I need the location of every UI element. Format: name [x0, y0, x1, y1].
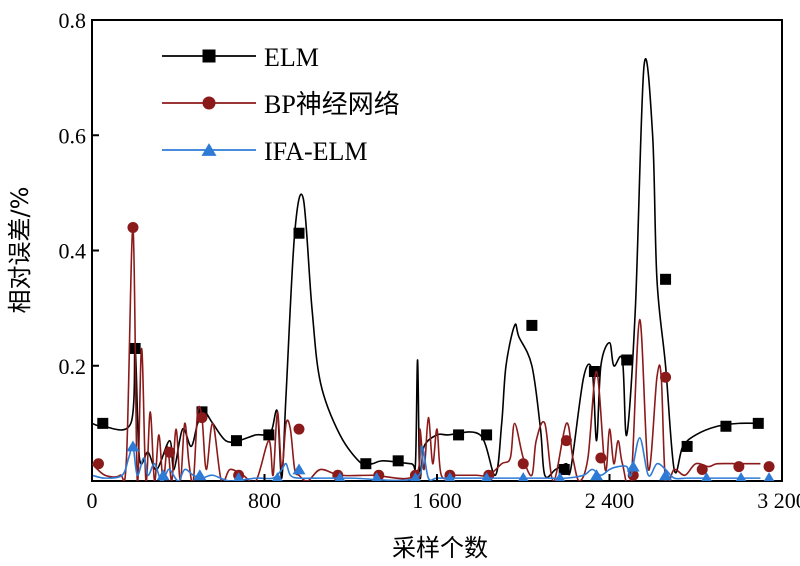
data-point-bp — [595, 452, 607, 464]
series-line-bp — [92, 226, 761, 481]
data-point-elm — [621, 354, 633, 366]
data-point-elm — [263, 429, 275, 441]
data-point-elm — [196, 406, 208, 418]
legend: ELM BP神经网络 IFA-ELM — [162, 43, 400, 166]
data-point-ifa-elm — [481, 472, 492, 481]
data-point-elm — [481, 429, 493, 441]
x-axis: 0 800 1 600 2 400 3 200 — [87, 474, 800, 513]
y-tick-label: 0.2 — [59, 354, 87, 379]
data-point-ifa-elm — [272, 472, 283, 481]
data-point-elm — [453, 429, 465, 441]
data-point-ifa-elm — [590, 469, 604, 481]
data-point-elm — [230, 435, 242, 447]
data-point-bp — [92, 458, 104, 470]
data-point-ifa-elm — [292, 463, 306, 475]
data-point-elm — [558, 463, 570, 475]
x-axis-title: 采样个数 — [392, 534, 488, 562]
data-point-ifa-elm — [193, 469, 207, 481]
data-point-elm — [360, 458, 372, 470]
data-point-ifa-elm — [517, 472, 529, 481]
data-point-ifa-elm — [735, 472, 747, 481]
series-line-elm — [92, 57, 761, 480]
y-axis: 0.2 0.4 0.6 0.8 — [59, 8, 99, 379]
data-point-ifa-elm — [659, 469, 673, 481]
data-point-ifa-elm — [763, 472, 775, 481]
data-point-bp — [660, 371, 672, 383]
plot-area — [91, 19, 783, 482]
data-point-elm — [660, 273, 672, 285]
legend-marker-bp — [202, 96, 216, 110]
x-tick-label: 1 600 — [412, 488, 462, 513]
data-point-elm — [97, 417, 109, 429]
data-point-bp — [696, 463, 708, 475]
legend-label-bp: BP神经网络 — [264, 90, 400, 119]
data-point-elm — [392, 455, 404, 467]
x-tick-label: 800 — [248, 488, 281, 513]
legend-marker-ifa-elm — [201, 143, 217, 156]
y-tick-label: 0.8 — [59, 8, 87, 33]
data-point-bp — [627, 469, 639, 481]
plot-frame — [91, 19, 783, 482]
data-point-elm — [293, 227, 305, 239]
data-point-bp — [127, 221, 139, 233]
data-point-bp — [517, 458, 529, 470]
data-point-elm — [588, 366, 600, 378]
x-tick-label: 3 200 — [757, 488, 800, 513]
data-point-ifa-elm — [334, 472, 346, 481]
data-point-ifa-elm — [410, 472, 421, 481]
y-tick-label: 0.6 — [59, 123, 87, 148]
x-tick-label: 0 — [87, 488, 98, 513]
data-point-bp — [196, 412, 208, 424]
data-point-ifa-elm — [156, 469, 170, 481]
data-point-elm — [681, 440, 693, 452]
x-tick-label: 2 400 — [585, 488, 635, 513]
data-point-ifa-elm — [444, 472, 456, 481]
series-layer — [92, 57, 775, 481]
data-point-ifa-elm — [554, 472, 566, 481]
y-tick-label: 0.4 — [59, 239, 87, 264]
data-point-elm — [752, 417, 764, 429]
data-point-ifa-elm — [126, 440, 140, 452]
data-point-ifa-elm — [371, 472, 382, 481]
data-point-ifa-elm — [626, 460, 640, 472]
legend-marker-elm — [202, 49, 216, 63]
legend-label-ifa-elm: IFA-ELM — [264, 137, 368, 166]
y-axis-title: 相对误差/% — [6, 187, 34, 314]
data-point-ifa-elm — [233, 472, 244, 481]
data-point-bp — [560, 435, 572, 447]
data-point-bp — [733, 461, 745, 473]
data-point-elm — [526, 319, 538, 331]
data-point-ifa-elm — [701, 472, 712, 481]
legend-label-elm: ELM — [264, 43, 319, 72]
data-point-bp — [763, 461, 775, 473]
data-point-bp — [293, 423, 305, 435]
data-point-bp — [164, 446, 176, 458]
data-point-elm — [720, 420, 732, 432]
